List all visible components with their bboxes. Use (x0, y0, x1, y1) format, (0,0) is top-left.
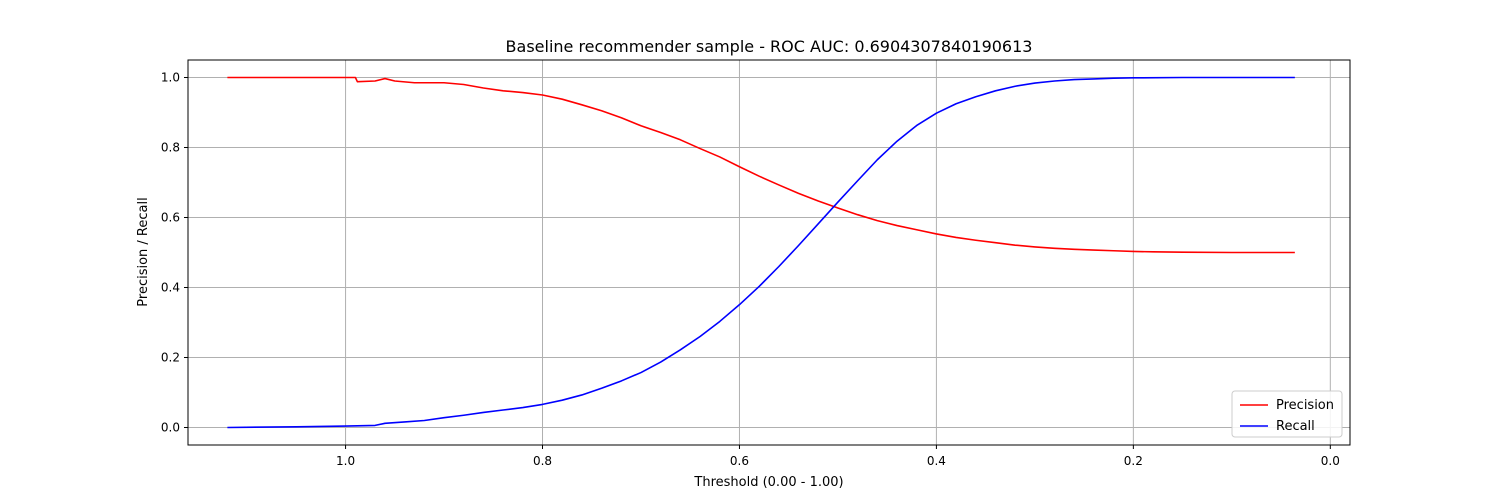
recall-line (227, 76, 1295, 429)
x-tick-label: 0.6 (730, 454, 749, 468)
y-tick-label: 0.6 (161, 211, 180, 225)
axis-ticks: 1.0 0.8 0.6 0.4 0.2 0.0 0.0 0.2 0.4 0.6 0.8 1.0 (161, 71, 1340, 469)
legend: Precision Recall (1231, 390, 1343, 438)
y-tick-label: 0.0 (161, 421, 180, 435)
legend-label-precision: Precision (1276, 398, 1334, 413)
grid-lines (188, 60, 1350, 445)
x-tick-label: 1.0 (336, 454, 355, 468)
y-tick-label: 0.2 (161, 351, 180, 365)
x-tick-label: 0.8 (533, 454, 552, 468)
plot-frame (187, 59, 1351, 446)
y-axis-label: Precision / Recall (136, 197, 151, 306)
precision-line (227, 76, 1295, 254)
x-tick-label: 0.2 (1124, 454, 1143, 468)
chart-title: Baseline recommender sample - ROC AUC: 0… (506, 37, 1033, 56)
legend-label-recall: Recall (1276, 419, 1315, 434)
x-tick-label: 0.0 (1321, 454, 1340, 468)
y-tick-label: 1.0 (161, 71, 180, 85)
y-tick-label: 0.4 (161, 281, 180, 295)
x-axis-label: Threshold (0.00 - 1.00) (693, 475, 843, 490)
x-tick-label: 0.4 (927, 454, 946, 468)
y-tick-label: 0.8 (161, 141, 180, 155)
plot-lines (227, 76, 1295, 429)
